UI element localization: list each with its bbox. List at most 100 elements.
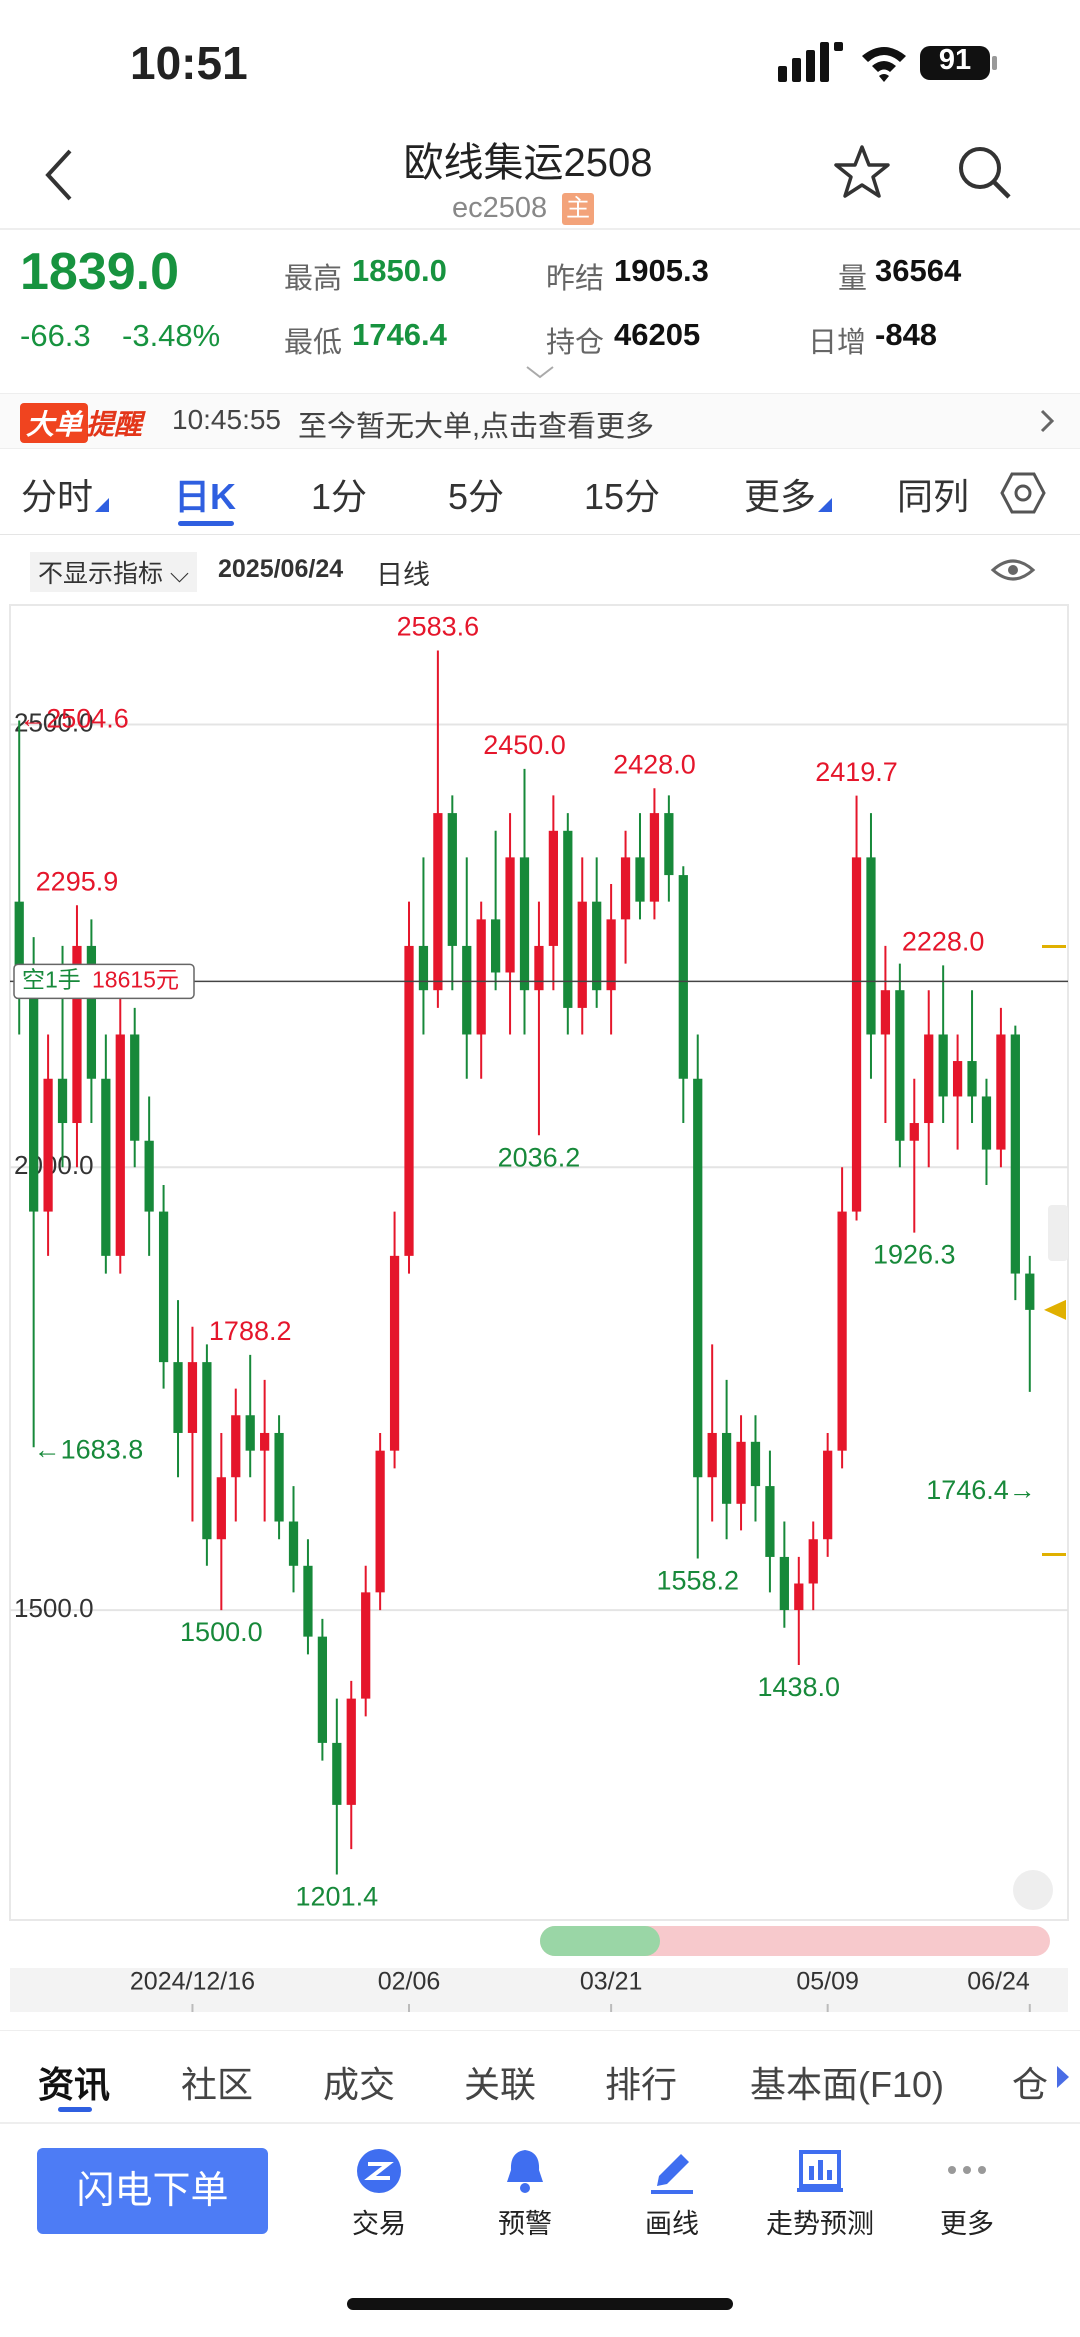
- candle-body: [115, 1034, 125, 1256]
- quick-order-button[interactable]: 闪电下单: [37, 2148, 268, 2234]
- stat-value: 1746.4: [352, 317, 447, 352]
- chart-date: 2025/06/24: [218, 555, 344, 583]
- candle-body: [245, 1415, 255, 1451]
- candle-body: [144, 1140, 154, 1212]
- info-tab[interactable]: 关联: [463, 2064, 537, 2105]
- candle-body: [592, 901, 602, 991]
- candle-body: [765, 1486, 775, 1557]
- candle-body: [606, 919, 616, 991]
- reset-button[interactable]: [1013, 1870, 1053, 1910]
- candle-body: [260, 1432, 270, 1451]
- stat-label: 昨结: [546, 263, 605, 295]
- candle-body: [1025, 1273, 1035, 1310]
- action-label[interactable]: 更多: [940, 2209, 994, 2239]
- action-label[interactable]: 走势预测: [766, 2209, 874, 2239]
- candle-body: [938, 1034, 948, 1097]
- candle-body: [620, 857, 631, 920]
- search-button[interactable]: [955, 143, 1015, 203]
- stat-value: 1850.0: [352, 253, 447, 288]
- extreme-label: ←1683.8: [34, 1434, 144, 1464]
- y-tick-label: 2000.0: [14, 1150, 94, 1180]
- candle-body: [664, 813, 674, 876]
- extreme-label: 2295.9: [36, 866, 119, 896]
- settings-button[interactable]: [1000, 470, 1046, 516]
- candle-body: [361, 1592, 371, 1699]
- candle-body: [43, 1078, 53, 1212]
- favorite-button[interactable]: [832, 143, 892, 203]
- position-tag: [13, 963, 195, 1000]
- candle-body: [707, 1432, 717, 1478]
- tabs-scroll-arrow[interactable]: [1055, 2064, 1071, 2090]
- indicator-select[interactable]: 不显示指标 ⌵: [30, 552, 197, 592]
- extreme-label: 1788.2: [209, 1316, 292, 1346]
- candle-body: [750, 1441, 761, 1487]
- period-tab-active[interactable]: 日K: [174, 476, 236, 517]
- info-tab[interactable]: 排行: [604, 2064, 678, 2105]
- candle-body: [57, 1078, 68, 1124]
- candle-body: [736, 1441, 746, 1504]
- signal-strip: [540, 1926, 660, 1956]
- candle-body: [476, 919, 486, 1035]
- visibility-toggle[interactable]: [990, 555, 1036, 585]
- candle-body: [808, 1539, 818, 1584]
- last-price: 1839.0: [20, 243, 180, 301]
- extreme-label: 2583.6: [397, 612, 480, 642]
- extreme-label: 2036.2: [498, 1142, 581, 1172]
- candle-body: [72, 945, 82, 1124]
- candle-body: [880, 990, 891, 1035]
- period-tab[interactable]: 5分: [447, 476, 505, 517]
- y-tick-label: 1500.0: [14, 1593, 94, 1623]
- stat-value: 1905.3: [614, 253, 709, 288]
- candle-body: [231, 1415, 241, 1478]
- action-label[interactable]: 画线: [645, 2209, 699, 2239]
- period-tab[interactable]: 分时: [20, 476, 94, 517]
- x-tick-label: 06/24: [967, 1968, 1030, 1996]
- extreme-label: 1500.0: [180, 1617, 263, 1647]
- candle-body: [462, 945, 472, 1035]
- candle-body: [202, 1362, 212, 1540]
- info-tab[interactable]: 基本面(F10): [749, 2064, 945, 2105]
- x-tick-label: 05/09: [796, 1968, 859, 1996]
- extreme-label: ←2504.6: [19, 704, 129, 734]
- x-tick-label: 03/21: [580, 1968, 643, 1996]
- extreme-label: 1746.4→: [926, 1475, 1036, 1505]
- period-tab[interactable]: 更多: [743, 476, 817, 517]
- candle-body: [649, 813, 660, 902]
- period-tab[interactable]: 同列: [896, 476, 970, 517]
- plot-frame: [9, 604, 1069, 1921]
- divider: [0, 228, 1080, 230]
- back-button[interactable]: [40, 145, 80, 205]
- expand-chevron[interactable]: [525, 364, 555, 380]
- candle-body: [779, 1556, 789, 1611]
- action-label[interactable]: 交易: [352, 2209, 406, 2239]
- y-tick-label: 2500.0: [14, 707, 94, 737]
- info-tab-active[interactable]: 资讯: [37, 2064, 111, 2105]
- period-tab[interactable]: 15分: [583, 476, 661, 517]
- candle-body: [158, 1211, 169, 1363]
- period-tab[interactable]: 1分: [310, 476, 368, 517]
- info-tab[interactable]: 社区: [180, 2064, 254, 2105]
- date-strip: [10, 1968, 1068, 2012]
- extreme-label: 2450.0: [483, 730, 566, 760]
- alert-arrow: [1040, 409, 1055, 433]
- status-time: 10:51: [130, 37, 248, 89]
- stat-value: -848: [875, 317, 938, 352]
- candle-body: [924, 1034, 934, 1124]
- candle-body: [288, 1521, 299, 1566]
- action-label[interactable]: 预警: [498, 2209, 552, 2239]
- side-handle[interactable]: [1048, 1205, 1068, 1261]
- info-tab[interactable]: 仓: [1012, 2064, 1049, 2105]
- alert-bar[interactable]: [0, 393, 1080, 449]
- candle-body: [563, 830, 573, 1008]
- extreme-label: 1438.0: [757, 1672, 840, 1702]
- stat-label: 最高: [284, 263, 343, 295]
- candle-body: [303, 1565, 313, 1637]
- active-tab-underline: [58, 2107, 92, 2112]
- extreme-label: 2419.7: [815, 757, 898, 787]
- info-tab[interactable]: 成交: [322, 2064, 396, 2105]
- position-label: 空1手: [22, 966, 81, 992]
- candle-body: [346, 1698, 356, 1805]
- instrument-code: ec2508: [452, 192, 548, 224]
- candle-body: [967, 1061, 977, 1097]
